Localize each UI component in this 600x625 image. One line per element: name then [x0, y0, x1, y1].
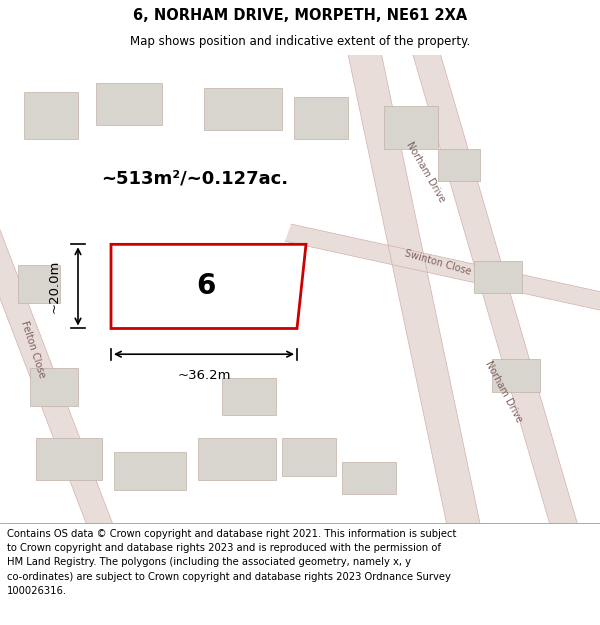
- Bar: [282, 438, 336, 476]
- Text: 6, NORHAM DRIVE, MORPETH, NE61 2XA: 6, NORHAM DRIVE, MORPETH, NE61 2XA: [133, 8, 467, 23]
- Text: ~36.2m: ~36.2m: [177, 369, 231, 382]
- Text: ~20.0m: ~20.0m: [47, 260, 61, 313]
- Text: ~513m²/~0.127ac.: ~513m²/~0.127ac.: [101, 170, 288, 188]
- Bar: [438, 149, 480, 181]
- Bar: [222, 378, 276, 415]
- Text: Felton Close: Felton Close: [19, 319, 47, 379]
- Polygon shape: [111, 244, 306, 329]
- Text: Swinton Close: Swinton Close: [404, 249, 472, 278]
- Bar: [492, 359, 540, 392]
- Text: Norham Drive: Norham Drive: [484, 359, 524, 424]
- Bar: [36, 438, 102, 481]
- Bar: [204, 88, 282, 130]
- Text: 6: 6: [197, 272, 216, 301]
- Text: Contains OS data © Crown copyright and database right 2021. This information is : Contains OS data © Crown copyright and d…: [7, 529, 457, 596]
- Bar: [342, 462, 396, 494]
- Bar: [294, 97, 348, 139]
- Bar: [24, 92, 78, 139]
- Text: Map shows position and indicative extent of the property.: Map shows position and indicative extent…: [130, 35, 470, 48]
- Bar: [30, 368, 78, 406]
- Bar: [18, 266, 60, 302]
- Bar: [114, 452, 186, 490]
- Bar: [96, 83, 162, 125]
- Polygon shape: [285, 224, 600, 316]
- Text: Norham Drive: Norham Drive: [404, 140, 448, 204]
- Bar: [384, 106, 438, 149]
- Polygon shape: [344, 29, 484, 548]
- Bar: [198, 438, 276, 481]
- Bar: [474, 261, 522, 293]
- Polygon shape: [407, 29, 583, 548]
- Polygon shape: [0, 183, 120, 549]
